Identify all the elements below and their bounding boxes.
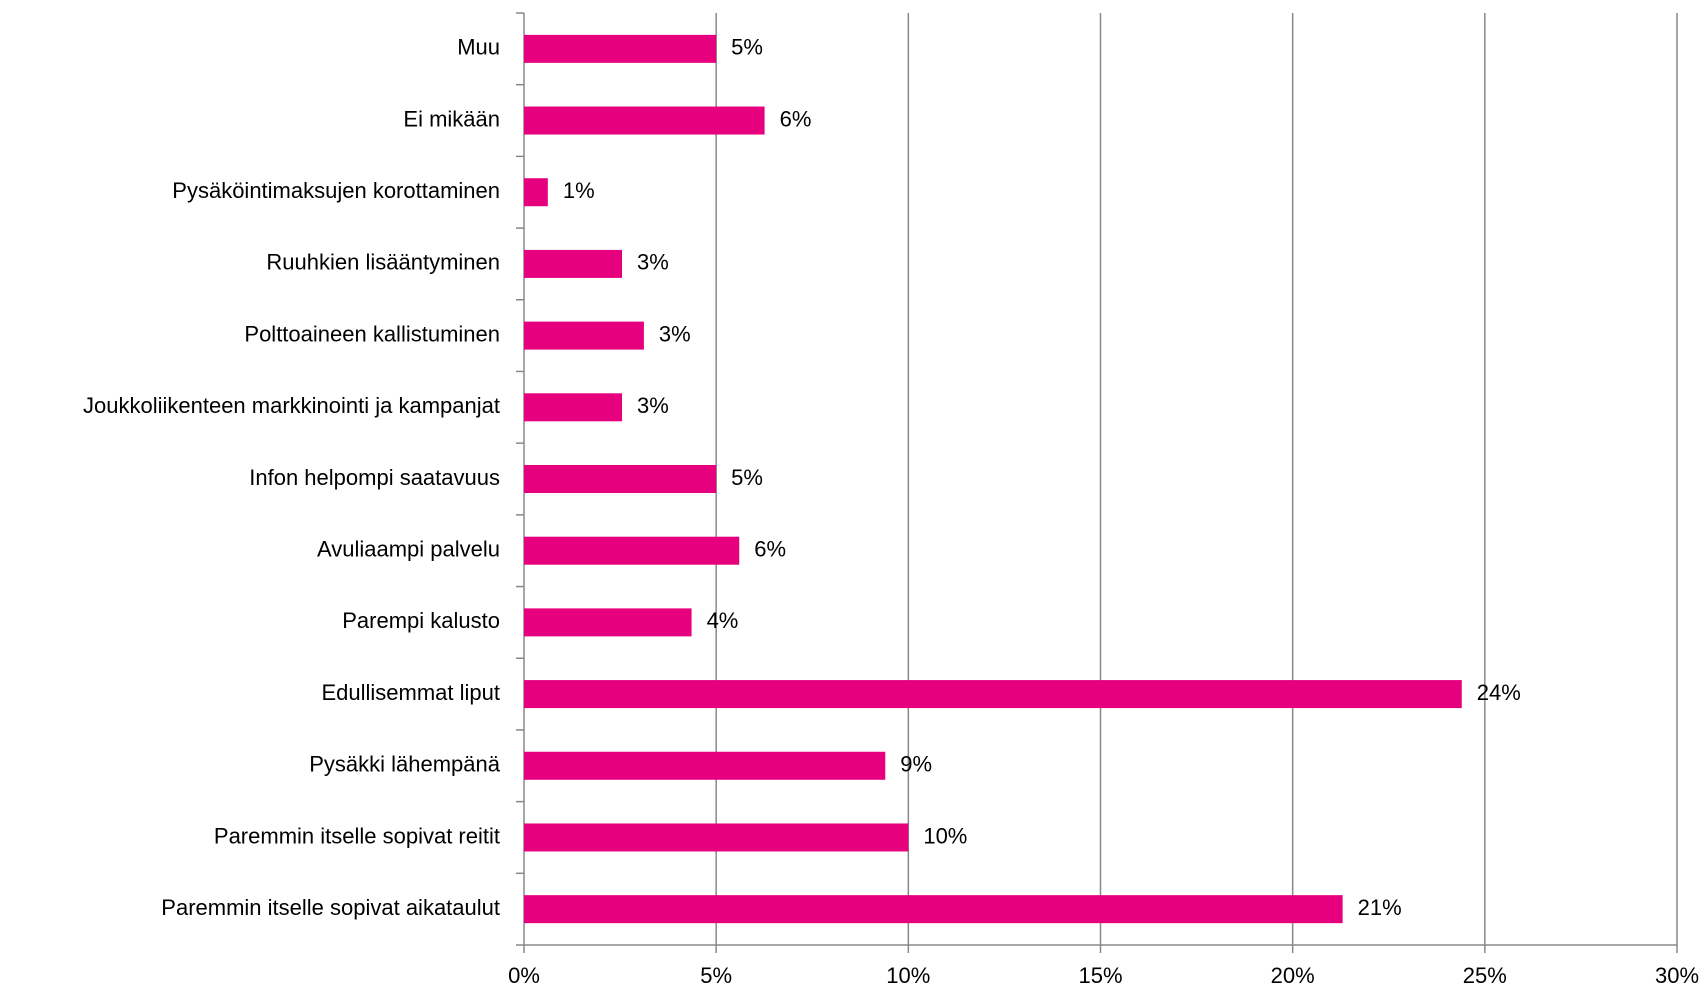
bar bbox=[524, 895, 1343, 924]
bar bbox=[524, 178, 548, 207]
x-tick-label: 5% bbox=[700, 963, 732, 988]
x-tick-label: 20% bbox=[1271, 963, 1315, 988]
bar bbox=[524, 249, 623, 278]
bar bbox=[524, 465, 717, 493]
data-label: 3% bbox=[659, 321, 691, 346]
bar bbox=[524, 823, 909, 852]
data-label: 3% bbox=[637, 393, 669, 418]
bar bbox=[524, 34, 717, 63]
y-tick-label: Avuliaampi palvelu bbox=[317, 537, 500, 562]
y-tick-label: Pysäköintimaksujen korottaminen bbox=[172, 178, 500, 203]
data-label: 10% bbox=[923, 823, 967, 848]
bar bbox=[524, 321, 644, 350]
data-label: 6% bbox=[780, 106, 812, 131]
x-tick-label: 15% bbox=[1078, 963, 1122, 988]
x-tick-label: 10% bbox=[886, 963, 930, 988]
data-label: 24% bbox=[1477, 680, 1521, 705]
y-tick-label: Paremmin itselle sopivat aikataulut bbox=[161, 895, 500, 920]
y-tick-label: Joukkoliikenteen markkinointi ja kampanj… bbox=[83, 393, 500, 418]
data-label: 3% bbox=[637, 250, 669, 275]
y-tick-label: Ei mikään bbox=[403, 106, 500, 131]
bar bbox=[524, 393, 623, 422]
data-label: 5% bbox=[731, 465, 763, 490]
data-label: 9% bbox=[900, 752, 932, 777]
bar bbox=[524, 106, 765, 135]
y-tick-label: Polttoaineen kallistuminen bbox=[244, 321, 500, 346]
y-tick-label: Edullisemmat liput bbox=[321, 680, 500, 705]
bar bbox=[524, 608, 692, 637]
bar bbox=[524, 536, 740, 565]
y-tick-label: Ruuhkien lisääntyminen bbox=[266, 250, 500, 275]
bar bbox=[524, 751, 886, 780]
data-label: 5% bbox=[731, 35, 763, 60]
y-tick-label: Muu bbox=[457, 35, 500, 60]
y-tick-label: Paremmin itselle sopivat reitit bbox=[214, 823, 500, 848]
y-tick-label: Pysäkki lähempänä bbox=[309, 752, 501, 777]
data-label: 4% bbox=[707, 608, 739, 633]
x-tick-label: 30% bbox=[1655, 963, 1699, 988]
y-tick-label: Infon helpompi saatavuus bbox=[249, 465, 500, 490]
y-tick-label: Parempi kalusto bbox=[342, 608, 500, 633]
data-label: 21% bbox=[1358, 895, 1402, 920]
x-tick-label: 25% bbox=[1463, 963, 1507, 988]
x-tick-label: 0% bbox=[508, 963, 540, 988]
data-label: 1% bbox=[563, 178, 595, 203]
bar bbox=[524, 680, 1462, 709]
data-label: 6% bbox=[754, 537, 786, 562]
